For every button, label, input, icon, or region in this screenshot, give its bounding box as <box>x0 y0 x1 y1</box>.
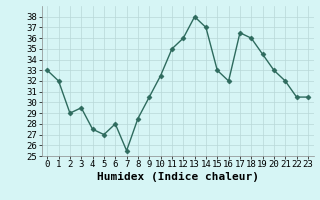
X-axis label: Humidex (Indice chaleur): Humidex (Indice chaleur) <box>97 172 259 182</box>
